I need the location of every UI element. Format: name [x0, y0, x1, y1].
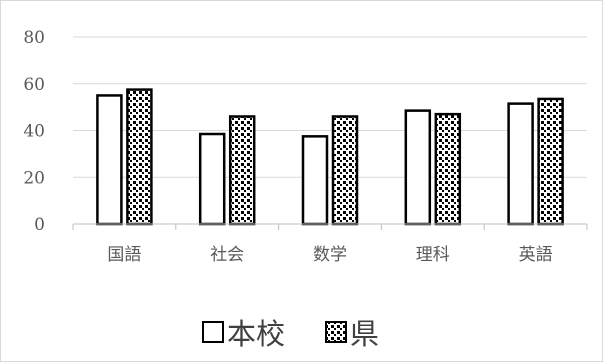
x-category-label: 国語	[107, 245, 141, 265]
y-tick-label-80: 80	[23, 28, 45, 48]
x-axis-categories: 国語 社会 数学 理科 英語	[107, 245, 552, 265]
bar-ken-0	[126, 88, 153, 226]
legend-label-ken: 県	[350, 317, 379, 351]
gridlines	[73, 36, 587, 178]
x-category-label: 理科	[416, 245, 450, 265]
y-tick-label-40: 40	[23, 122, 45, 142]
bar-honkou-0	[96, 94, 123, 226]
x-category-label: 英語	[519, 245, 553, 265]
y-tick-label-20: 20	[23, 168, 45, 188]
bars	[96, 88, 564, 226]
y-tick-label-0: 0	[34, 215, 45, 235]
x-category-label: 社会	[210, 245, 244, 265]
bar-ken-1	[228, 115, 256, 226]
bar-honkou-4	[507, 102, 534, 226]
y-axis-ticks: 0 20 40 60 80	[23, 28, 45, 235]
legend-label-honkou: 本校	[227, 317, 285, 351]
y-tick-label-60: 60	[23, 75, 45, 95]
bar-ken-4	[537, 97, 564, 226]
bar-ken-2	[331, 115, 359, 226]
legend: 本校 県	[202, 317, 379, 351]
legend-swatch-honkou	[202, 321, 224, 343]
bar-honkou-2	[301, 135, 329, 226]
bar-honkou-1	[198, 132, 226, 226]
legend-swatch-ken	[325, 321, 347, 343]
bar-ken-3	[434, 112, 462, 226]
x-category-label: 数学	[313, 245, 347, 265]
bar-honkou-3	[404, 109, 432, 226]
x-axis	[72, 223, 588, 230]
